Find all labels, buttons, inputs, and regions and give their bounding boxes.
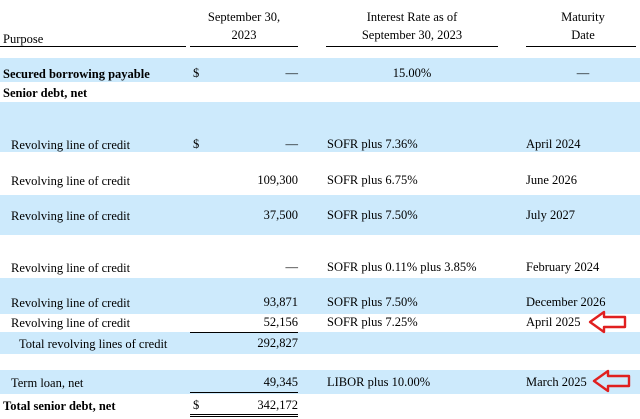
- band-secured: [0, 58, 640, 82]
- total-senior-debt-label: Total senior debt, net: [3, 399, 116, 413]
- row-amount: —: [285, 137, 299, 151]
- header-rule-purpose: [0, 46, 186, 47]
- interest-rate-header-line2: September 30, 2023: [361, 28, 463, 42]
- september-30-header-line2: 2023: [231, 28, 257, 42]
- purpose-header: Purpose: [3, 32, 44, 46]
- header-rule-september: [190, 46, 298, 47]
- total-rule-top: [190, 392, 298, 393]
- total-double-rule-1: [190, 414, 298, 415]
- row-maturity: June 2026: [526, 173, 578, 187]
- total-revolving-amount: 292,827: [257, 336, 298, 350]
- secured-dollar-sign: $: [193, 66, 200, 80]
- row-maturity: April 2025: [526, 315, 581, 329]
- row-amount: 93,871: [263, 295, 298, 309]
- maturity-date-header-line2: Date: [571, 28, 595, 42]
- total-revolving-label: Total revolving lines of credit: [19, 337, 168, 351]
- row-rate: SOFR plus 0.11% plus 3.85%: [327, 260, 477, 274]
- row-amount: 37,500: [263, 208, 298, 222]
- row-rate: SOFR plus 7.25%: [327, 315, 418, 329]
- row-rate: SOFR plus 7.50%: [327, 295, 418, 309]
- row-label: Revolving line of credit: [11, 316, 131, 330]
- row-maturity: July 2027: [526, 208, 575, 222]
- row-label: Revolving line of credit: [11, 261, 131, 275]
- total-senior-amount: 342,172: [257, 398, 298, 412]
- header-rule-rate: [326, 46, 498, 47]
- maturity-date-header-line1: Maturity: [561, 10, 605, 24]
- red-arrow-icon: [592, 369, 631, 393]
- band-row-1: [0, 102, 640, 152]
- band-total-revolving: [0, 332, 640, 354]
- red-arrow-icon: [588, 310, 627, 334]
- row-maturity: December 2026: [526, 295, 606, 309]
- term-loan-label: Term loan, net: [11, 376, 84, 390]
- band-term-loan: [0, 370, 640, 394]
- secured-rate: 15.00%: [392, 66, 432, 80]
- band-row-3: [0, 195, 640, 235]
- row-label: Revolving line of credit: [11, 209, 131, 223]
- row-label: Revolving line of credit: [11, 174, 131, 188]
- senior-debt-heading: Senior debt, net: [3, 86, 88, 100]
- band-row-5: [0, 278, 640, 314]
- secured-borrowing-label: Secured borrowing payable: [3, 67, 150, 81]
- september-30-header: September 30, 2023: [190, 8, 298, 44]
- interest-rate-header-line1: Interest Rate as of: [366, 10, 458, 24]
- header-rule-maturity: [526, 46, 636, 47]
- row-maturity: February 2024: [526, 260, 600, 274]
- row-rate: SOFR plus 6.75%: [327, 173, 418, 187]
- interest-rate-header: Interest Rate as of September 30, 2023: [326, 8, 498, 44]
- row-amount: 109,300: [257, 173, 298, 187]
- row-rate: SOFR plus 7.50%: [327, 208, 418, 222]
- september-30-header-line1: September 30,: [207, 10, 281, 24]
- row-dollar-sign: $: [193, 137, 200, 151]
- maturity-date-header: Maturity Date: [548, 8, 618, 44]
- term-loan-rate: LIBOR plus 10.00%: [327, 375, 431, 389]
- row-rate: SOFR plus 7.36%: [327, 137, 418, 151]
- row-maturity: April 2024: [526, 137, 581, 151]
- total-double-rule-2: [190, 416, 298, 417]
- row-label: Revolving line of credit: [11, 296, 131, 310]
- subtotal-rule: [190, 332, 298, 333]
- row-label: Revolving line of credit: [11, 138, 131, 152]
- term-loan-maturity: March 2025: [526, 375, 587, 389]
- row-amount: 52,156: [263, 315, 298, 329]
- secured-maturity: —: [576, 66, 590, 80]
- secured-amount: —: [285, 66, 299, 80]
- row-amount: —: [285, 260, 299, 274]
- total-senior-dollar-sign: $: [193, 398, 200, 412]
- term-loan-amount: 49,345: [263, 375, 298, 389]
